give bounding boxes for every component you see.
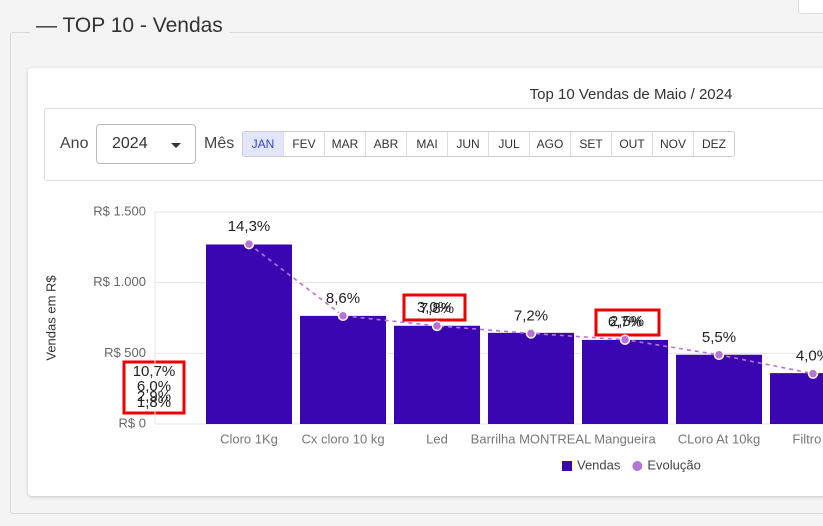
y-tick-label: R$ 1.000 <box>93 274 146 289</box>
month-button[interactable]: JAN <box>243 132 283 156</box>
month-button[interactable]: AGO <box>529 132 570 156</box>
month-button[interactable]: MAR <box>324 132 365 156</box>
x-tick-label: Cloro 1Kg <box>220 431 278 446</box>
x-tick-label: Barrilha MONTREAL <box>471 431 592 446</box>
overlapping-label: 2,9% <box>137 388 171 405</box>
month-button[interactable]: JUN <box>447 132 488 156</box>
overlapping-label: 10,7% <box>133 363 176 380</box>
overlap-highlight <box>122 360 186 415</box>
month-button[interactable]: MAI <box>406 132 447 156</box>
legend-label: Vendas <box>577 457 621 472</box>
data-label: 5,5% <box>702 329 736 346</box>
data-label: 7,2% <box>514 307 548 324</box>
legend-item: Evolução <box>632 457 701 472</box>
year-select[interactable]: 2024 <box>96 124 196 164</box>
month-button[interactable]: JUL <box>488 132 529 156</box>
year-value: 2024 <box>112 135 148 152</box>
panel-frame <box>10 32 823 514</box>
y-tick-label: R$ 1.500 <box>93 203 146 218</box>
legend-label: Evolução <box>647 457 700 472</box>
point <box>807 368 819 379</box>
x-tick-label: Cx cloro 10 kg <box>301 431 384 446</box>
y-tick-label: R$ 500 <box>104 345 146 360</box>
panel-title-text: TOP 10 - Vendas <box>62 14 223 37</box>
panel-title: — TOP 10 - Vendas <box>30 14 229 38</box>
point <box>243 238 255 250</box>
year-label: Ano <box>60 135 89 152</box>
month-button[interactable]: DEZ <box>693 132 734 156</box>
bar <box>300 315 386 424</box>
chart-title: Top 10 Vendas de Maio / 2024 <box>530 86 733 103</box>
data-label: 8,6% <box>326 290 360 307</box>
x-tick-label: Led <box>426 431 448 446</box>
legend-item: Vendas <box>562 457 621 472</box>
data-label: 7,8% <box>420 300 454 317</box>
overlapping-label: 6,0% <box>137 378 171 395</box>
month-button[interactable]: ABR <box>365 132 406 156</box>
month-button[interactable]: FEV <box>283 132 324 156</box>
month-buttons: JAN FEV MAR ABR MAI JUN JUL AGO SET OUT NOV DEZ <box>242 131 735 157</box>
x-tick-label: CLoro At 10kg <box>678 431 760 446</box>
y-tick-label: R$ 0 <box>119 415 146 430</box>
bar <box>394 325 480 424</box>
x-tick-label: Mangueira <box>594 431 656 446</box>
data-label: 6,7% <box>608 314 642 331</box>
overlapping-label: 1,8% <box>137 394 171 411</box>
overlap-highlight <box>402 293 467 322</box>
y-axis-label: Vendas em R$ <box>43 275 58 361</box>
point <box>619 334 631 345</box>
x-tick-label: Filtro S <box>792 431 823 446</box>
point <box>525 328 537 339</box>
bar <box>206 244 292 424</box>
overlapping-label: 3,0% <box>417 299 451 316</box>
panel-corner <box>798 0 823 14</box>
bar <box>488 332 574 424</box>
legend-marker <box>562 461 572 471</box>
bar <box>676 354 762 424</box>
legend-marker <box>632 461 643 471</box>
bar <box>582 339 668 424</box>
month-button[interactable]: OUT <box>611 132 652 156</box>
overlapping-label: 2,5% <box>610 313 644 330</box>
point <box>337 310 349 322</box>
month-button[interactable]: SET <box>570 132 611 156</box>
month-label: Mês <box>204 135 235 152</box>
month-button[interactable]: NOV <box>652 132 693 156</box>
data-label: 14,3% <box>228 218 271 235</box>
point <box>431 320 443 332</box>
overlap-highlight <box>594 308 661 337</box>
data-label: 4,0% <box>796 348 823 365</box>
bar <box>770 373 823 424</box>
point <box>713 349 725 361</box>
